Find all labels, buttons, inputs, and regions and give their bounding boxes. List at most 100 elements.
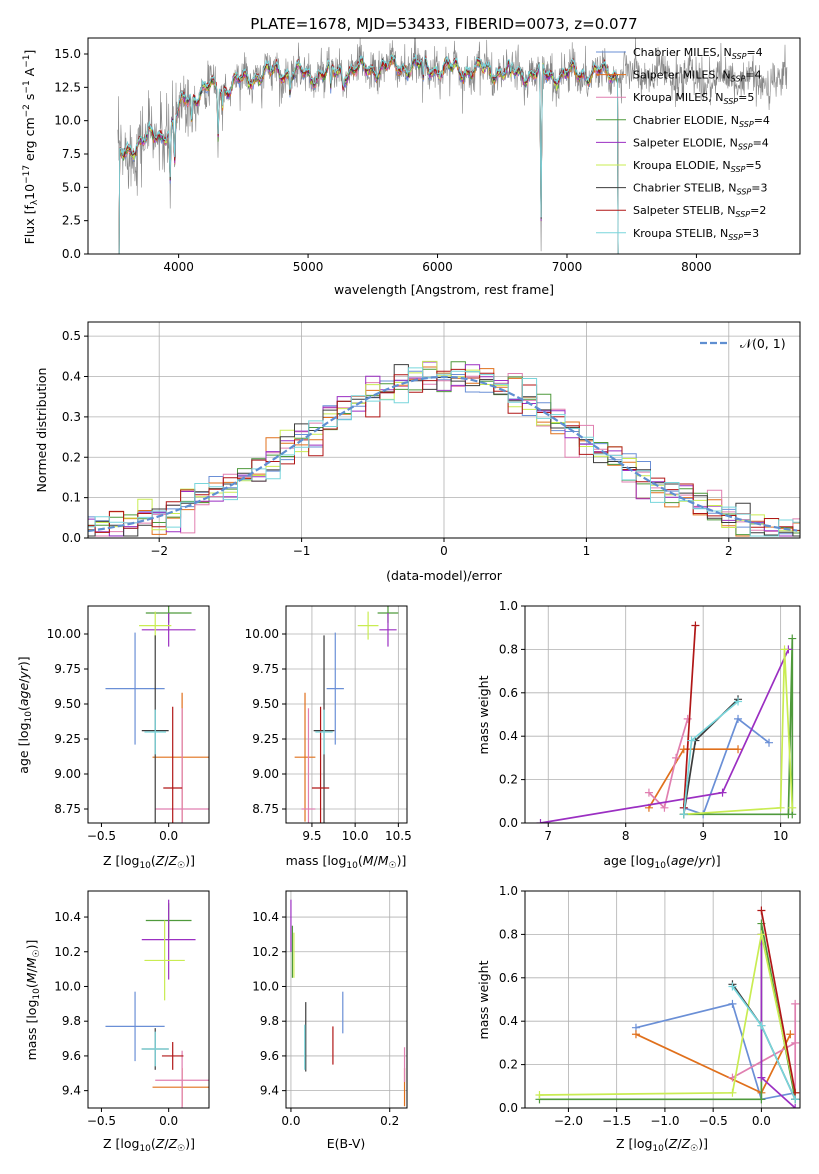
y-tick-label: 9.00 xyxy=(54,767,81,781)
spectrum-ylabel: Flux [fλ10−17 erg cm−2 s−1 A−1] xyxy=(22,50,40,245)
errorbar-point xyxy=(141,899,196,980)
mass-vs-ebv-xlabel: E(B-V) xyxy=(327,1136,366,1151)
massweight-vs-age-marks xyxy=(536,621,797,823)
massweight-vs-metallicity-ylabel: mass weight xyxy=(476,960,491,1039)
y-tick-label: 0.0 xyxy=(499,816,518,830)
x-tick-label: −1.5 xyxy=(602,1114,631,1128)
x-tick-label: 9.5 xyxy=(302,829,321,843)
age-vs-metallicity-ylabel: age [log10(age/yr)] xyxy=(16,656,34,773)
series-marker xyxy=(691,621,700,630)
errorbar-point xyxy=(379,613,397,647)
x-tick-label: 10.0 xyxy=(342,829,369,843)
series-marker xyxy=(536,819,545,823)
series-marker xyxy=(679,810,688,819)
errorbar-point xyxy=(155,708,209,823)
y-tick-label: 8.75 xyxy=(54,802,81,816)
series-marker xyxy=(734,714,743,723)
mass-vs-metallicity-ylabel: mass [log10(M/M☉)] xyxy=(24,940,42,1061)
x-tick-label: 8000 xyxy=(681,260,712,274)
x-tick-label: −2.0 xyxy=(554,1114,583,1128)
series-marker xyxy=(788,803,797,812)
y-tick-label: 10.0 xyxy=(252,979,279,993)
series-marker xyxy=(757,1021,766,1030)
legend-entry: Salpeter STELIB, NSSP=2 xyxy=(633,204,766,219)
series-marker xyxy=(791,1038,800,1047)
mass-vs-metallicity-panel: −0.5 0.0 9.4 9.6 9.8 10.0 10.2 10.4 xyxy=(54,890,210,1128)
series-marker xyxy=(776,803,785,812)
y-tick-label: 9.75 xyxy=(54,662,81,676)
massweight-vs-age-panel: 7 8 9 10 0.0 0.2 0.4 0.6 0.8 1.0 xyxy=(499,599,801,843)
y-tick-label: 9.6 xyxy=(62,1049,81,1063)
series-marker xyxy=(687,736,696,745)
y-tick-label: 15.0 xyxy=(54,47,81,61)
x-tick-label: 0.0 xyxy=(281,1114,300,1128)
x-tick-label: 0 xyxy=(440,544,448,558)
errorbar-point xyxy=(357,611,379,640)
series-line-salpeter_stelib xyxy=(760,910,797,1093)
series-marker xyxy=(644,788,653,797)
errorbar-point xyxy=(141,1031,169,1067)
y-tick-label: 2.5 xyxy=(62,214,81,228)
y-tick-label: 9.4 xyxy=(260,1084,279,1098)
residuals-marks xyxy=(88,360,800,537)
y-tick-label: 1.0 xyxy=(499,884,518,898)
x-tick-label: −0.5 xyxy=(699,1114,728,1128)
histogram-kroupa_stelib xyxy=(88,367,800,537)
errorbar-point xyxy=(141,613,196,647)
x-tick-label: −0.5 xyxy=(87,1114,116,1128)
x-tick-label: 0.0 xyxy=(752,1114,771,1128)
normal-distribution-line xyxy=(88,375,798,532)
massweight-vs-metallicity-marks xyxy=(535,906,800,1108)
x-tick-label: 0.2 xyxy=(380,1114,399,1128)
y-tick-label: 10.0 xyxy=(54,114,81,128)
spectrum-panel: PLATE=1678, MJD=53433, FIBERID=0073, z=0… xyxy=(22,15,801,297)
series-line-chabrier_miles xyxy=(635,1002,796,1101)
y-tick-label: 10.00 xyxy=(47,627,81,641)
x-tick-label: −2 xyxy=(150,544,168,558)
y-tick-label: 7.5 xyxy=(62,147,81,161)
y-tick-label: 0.2 xyxy=(62,450,81,464)
massweight-vs-metallicity-frame xyxy=(524,890,801,1109)
x-tick-label: 10 xyxy=(773,829,788,843)
legend-entry: Chabrier ELODIE, NSSP=4 xyxy=(633,114,770,129)
spectrum-frame xyxy=(87,37,801,255)
x-tick-label: 4000 xyxy=(163,260,194,274)
series-marker xyxy=(757,906,766,915)
histogram-chabrier_elodie xyxy=(88,361,800,537)
series-line-kroupa_elodie xyxy=(539,934,797,1096)
series-line-kroupa_miles xyxy=(732,1003,797,1093)
series-marker xyxy=(672,753,681,762)
y-tick-label: 0.6 xyxy=(499,971,518,985)
y-tick-label: 10.4 xyxy=(252,910,279,924)
errorbar-point xyxy=(315,709,333,755)
series-line-salpeter_stelib xyxy=(682,625,697,808)
errorbar-point xyxy=(144,709,166,755)
age-vs-mass-marks xyxy=(294,606,399,823)
errorbar-point xyxy=(105,991,165,1062)
massweight-vs-age-xlabel: age [log10(age/yr)] xyxy=(603,853,720,871)
y-tick-label: 9.50 xyxy=(54,697,81,711)
errorbar-point xyxy=(161,1042,184,1070)
y-tick-label: 0.5 xyxy=(62,329,81,343)
spectrum-xlabel: wavelength [Angstrom, rest frame] xyxy=(334,282,554,297)
y-tick-label: 0.8 xyxy=(499,927,518,941)
mass-vs-ebv-panel: 0.0 0.2 9.4 9.6 9.8 10.0 10.2 10.4 xyxy=(252,890,408,1128)
series-marker xyxy=(757,930,766,939)
mass-vs-metallicity-marks xyxy=(105,899,209,1108)
series-line-kroupa_miles xyxy=(648,718,689,810)
x-tick-label: 0.0 xyxy=(159,1114,178,1128)
legend-entry: Kroupa ELODIE, NSSP=5 xyxy=(633,159,762,174)
y-tick-label: 0.4 xyxy=(62,370,81,384)
y-tick-label: 0.2 xyxy=(499,1058,518,1072)
y-tick-label: 12.5 xyxy=(54,80,81,94)
series-marker xyxy=(757,1095,766,1104)
age-vs-mass-xlabel: mass [log10(M/M☉)] xyxy=(286,853,407,871)
x-tick-label: 2 xyxy=(725,544,733,558)
series-marker xyxy=(791,1095,800,1104)
y-tick-label: 9.00 xyxy=(252,767,279,781)
series-marker xyxy=(788,634,797,643)
y-tick-label: 0.0 xyxy=(62,247,81,261)
y-tick-label: 0.1 xyxy=(62,491,81,505)
legend-entry: Kroupa MILES, NSSP=5 xyxy=(633,91,754,106)
y-tick-label: 0.2 xyxy=(499,773,518,787)
